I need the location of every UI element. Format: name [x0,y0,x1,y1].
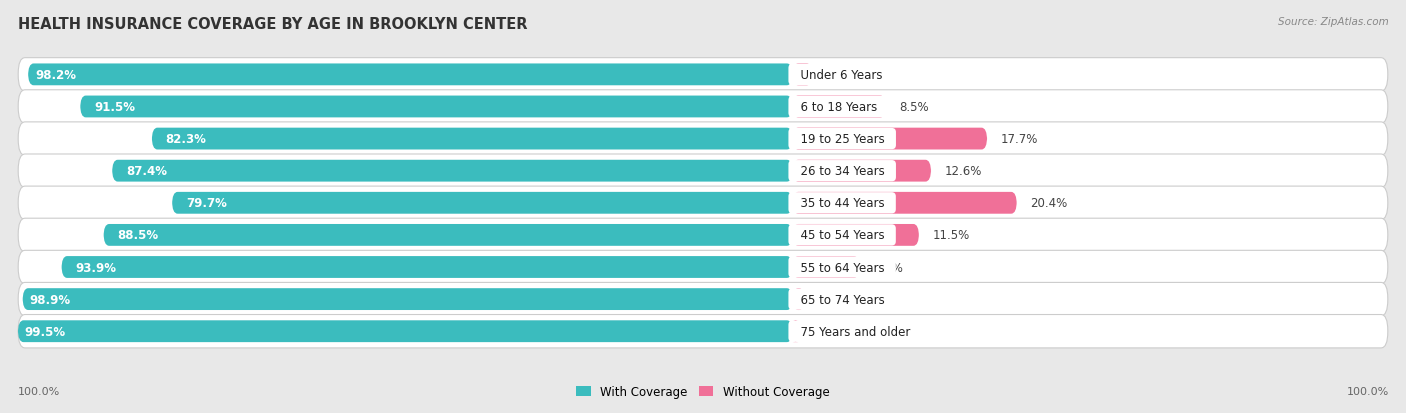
Text: Under 6 Years: Under 6 Years [793,69,890,82]
Text: HEALTH INSURANCE COVERAGE BY AGE IN BROOKLYN CENTER: HEALTH INSURANCE COVERAGE BY AGE IN BROO… [18,17,527,31]
Text: 98.9%: 98.9% [30,293,70,306]
FancyBboxPatch shape [18,320,793,342]
Text: 0.54%: 0.54% [813,325,849,338]
FancyBboxPatch shape [793,320,799,342]
Text: 55 to 64 Years: 55 to 64 Years [793,261,891,274]
Text: 26 to 34 Years: 26 to 34 Years [793,165,891,178]
Text: 1.1%: 1.1% [818,293,848,306]
FancyBboxPatch shape [112,160,793,182]
Text: 100.0%: 100.0% [18,387,60,396]
FancyBboxPatch shape [80,96,793,118]
Legend: With Coverage, Without Coverage: With Coverage, Without Coverage [572,381,834,403]
Text: 93.9%: 93.9% [76,261,117,274]
FancyBboxPatch shape [18,123,1388,156]
Text: Source: ZipAtlas.com: Source: ZipAtlas.com [1278,17,1389,26]
FancyBboxPatch shape [18,187,1388,220]
FancyBboxPatch shape [18,251,1388,284]
FancyBboxPatch shape [18,59,1388,92]
Text: 91.5%: 91.5% [94,101,135,114]
Text: 87.4%: 87.4% [127,165,167,178]
FancyBboxPatch shape [793,96,886,118]
FancyBboxPatch shape [793,160,931,182]
FancyBboxPatch shape [793,64,813,86]
Text: 6.1%: 6.1% [873,261,903,274]
FancyBboxPatch shape [172,192,793,214]
FancyBboxPatch shape [62,256,793,278]
FancyBboxPatch shape [18,315,1388,348]
Text: 8.5%: 8.5% [900,101,929,114]
Text: 12.6%: 12.6% [945,165,983,178]
FancyBboxPatch shape [793,192,1017,214]
FancyBboxPatch shape [793,128,987,150]
Text: 88.5%: 88.5% [117,229,159,242]
Text: 65 to 74 Years: 65 to 74 Years [793,293,891,306]
Text: 11.5%: 11.5% [932,229,970,242]
Text: 19 to 25 Years: 19 to 25 Years [793,133,891,146]
FancyBboxPatch shape [104,224,793,246]
FancyBboxPatch shape [28,64,793,86]
Text: 45 to 54 Years: 45 to 54 Years [793,229,891,242]
FancyBboxPatch shape [793,256,859,278]
FancyBboxPatch shape [18,283,1388,316]
FancyBboxPatch shape [22,289,793,310]
Text: 82.3%: 82.3% [166,133,207,146]
Text: 35 to 44 Years: 35 to 44 Years [793,197,891,210]
FancyBboxPatch shape [18,154,1388,188]
Text: 100.0%: 100.0% [1347,387,1389,396]
Text: 20.4%: 20.4% [1031,197,1067,210]
Text: 1.8%: 1.8% [827,69,856,82]
FancyBboxPatch shape [152,128,793,150]
Text: 99.5%: 99.5% [25,325,66,338]
Text: 75 Years and older: 75 Years and older [793,325,918,338]
FancyBboxPatch shape [793,289,804,310]
Text: 98.2%: 98.2% [35,69,76,82]
Text: 79.7%: 79.7% [186,197,226,210]
FancyBboxPatch shape [18,218,1388,252]
Text: 17.7%: 17.7% [1001,133,1038,146]
Text: 6 to 18 Years: 6 to 18 Years [793,101,884,114]
FancyBboxPatch shape [18,90,1388,124]
FancyBboxPatch shape [793,224,920,246]
